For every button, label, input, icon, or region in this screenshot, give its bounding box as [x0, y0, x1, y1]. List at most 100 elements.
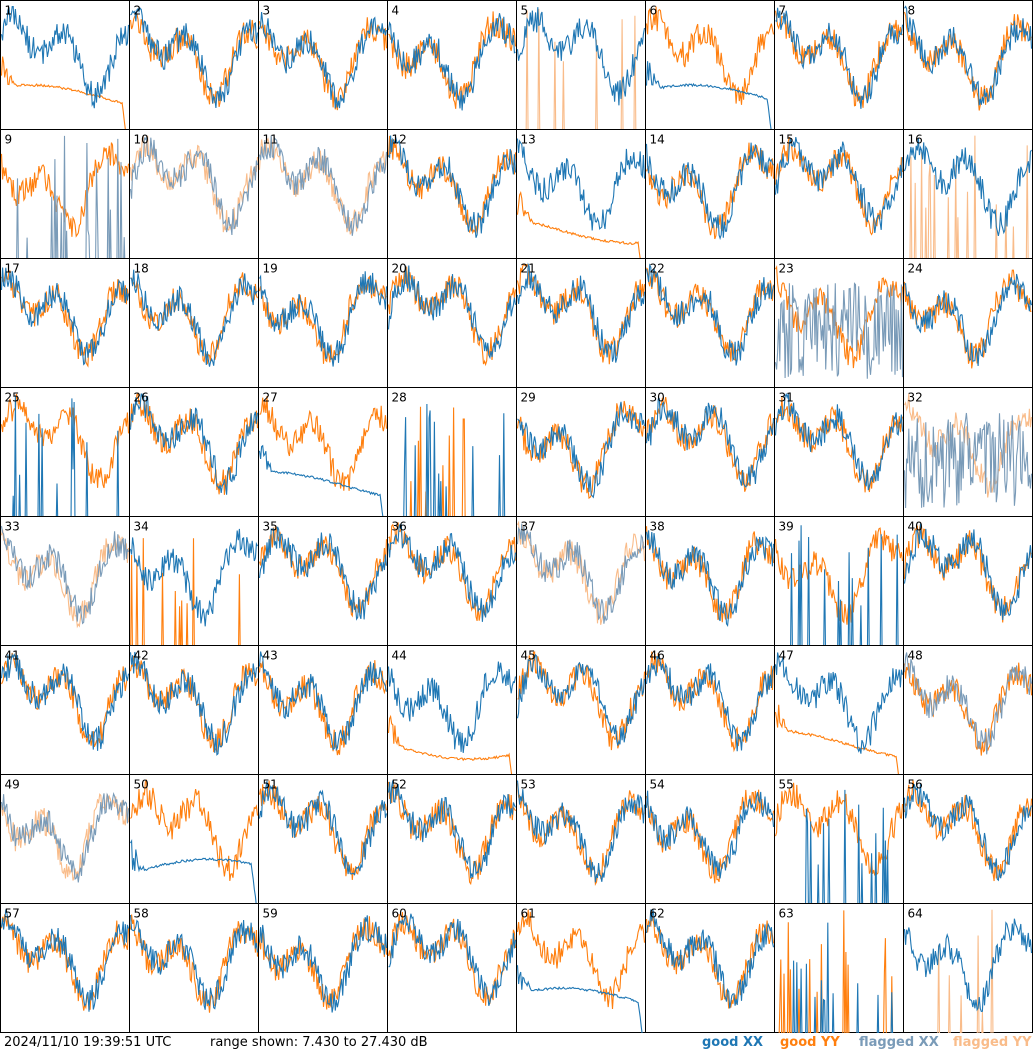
spectrum-panel-61: 61: [516, 903, 646, 1053]
xx-trace-21: [516, 262, 646, 363]
xx-trace-33: [0, 526, 130, 625]
spectrum-panel-46: 46: [645, 645, 775, 775]
panel-frame: [645, 0, 775, 130]
panel-frame: [903, 645, 1033, 775]
panel-frame: [0, 645, 130, 775]
xx-trace-59: [258, 915, 388, 1013]
spectrum-panel-51: 51: [258, 774, 388, 904]
spectrum-panel-2: 2: [129, 0, 259, 130]
legend-good-yy: good YY: [780, 1035, 840, 1050]
spectrum-panel-54: 54: [645, 774, 775, 904]
xx-trace-13: [516, 138, 646, 231]
spectrum-panel-41: 41: [0, 645, 130, 775]
timestamp: 2024/11/10 19:39:51 UTC: [4, 1035, 172, 1050]
spectrum-panel-6: 6: [645, 0, 775, 149]
xx-trace-14: [645, 142, 774, 240]
xx-trace-31: [774, 392, 904, 491]
panel-label-34: 34: [134, 520, 149, 534]
panel-label-22: 22: [650, 262, 665, 276]
panel-label-64: 64: [908, 907, 923, 921]
spectrum-panel-27: 27: [258, 387, 388, 540]
spectrum-panel-43: 43: [258, 645, 388, 775]
panel-label-39: 39: [779, 520, 794, 534]
yy-trace-13: [516, 190, 645, 282]
xx-trace-43: [258, 651, 388, 752]
panel-frame: [129, 774, 259, 904]
spectrum-panel-32: 32: [903, 387, 1033, 517]
xx-trace-37: [516, 523, 645, 624]
xx-trace-26: [129, 393, 259, 495]
panel-label-41: 41: [5, 649, 20, 663]
xx-trace-30: [645, 397, 775, 488]
xx-trace-17: [0, 267, 130, 366]
spectrum-panel-8: 8: [903, 0, 1033, 130]
xx-trace-10: [129, 136, 259, 236]
spectrum-panel-28: 28: [387, 387, 517, 540]
panel-label-60: 60: [392, 907, 407, 921]
panel-label-56: 56: [908, 778, 923, 792]
panel-label-30: 30: [650, 391, 665, 405]
panel-frame: [129, 387, 259, 517]
yy-trace-22: [646, 267, 775, 362]
xx-trace-61: [516, 965, 646, 1053]
spectrum-panel-53: 53: [516, 774, 646, 904]
yy-trace-37: [517, 520, 646, 625]
spectrum-panel-50: 50: [129, 774, 259, 914]
panel-label-53: 53: [521, 778, 536, 792]
yy-trace-36: [388, 522, 517, 622]
panel-label-25: 25: [5, 391, 20, 405]
panel-label-19: 19: [263, 262, 278, 276]
panel-label-5: 5: [521, 4, 529, 18]
spectrum-panel-3: 3: [258, 0, 388, 130]
spectrum-panel-63: 63: [774, 903, 904, 1053]
panel-label-50: 50: [134, 778, 149, 792]
panel-frame: [645, 258, 775, 388]
panel-frame: [387, 774, 517, 904]
yy-trace-6: [645, 6, 775, 105]
yy-trace-51: [258, 780, 388, 880]
spectrum-panel-62: 62: [645, 903, 775, 1033]
panel-frame: [387, 129, 517, 259]
panel-label-32: 32: [908, 391, 923, 405]
spectrum-panel-40: 40: [903, 516, 1033, 646]
legend-flagged-yy: flagged YY: [953, 1035, 1032, 1050]
spectrum-panel-59: 59: [258, 903, 388, 1033]
spectrum-panel-18: 18: [129, 258, 259, 388]
yy-trace-27: [259, 395, 388, 491]
panel-label-55: 55: [779, 778, 794, 792]
spectrum-panel-64: 64: [903, 903, 1033, 1053]
panel-label-42: 42: [134, 649, 149, 663]
xx-trace-35: [258, 526, 388, 621]
xx-trace-36: [387, 523, 517, 622]
spectrum-panel-34: 34: [129, 516, 259, 669]
xx-trace-1: [0, 5, 130, 109]
yy-trace-18: [130, 272, 259, 365]
spectrum-panel-26: 26: [129, 387, 259, 517]
panel-frame: [129, 129, 259, 259]
panel-frame: [129, 0, 259, 130]
spectrum-panel-1: 1: [0, 0, 130, 152]
panel-label-45: 45: [521, 649, 536, 663]
spectrum-panel-36: 36: [387, 516, 517, 646]
panel-label-24: 24: [908, 262, 923, 276]
yy-trace-55: [774, 782, 904, 876]
panel-label-4: 4: [392, 4, 400, 18]
panel-label-14: 14: [650, 133, 665, 147]
yy-trace-3: [258, 17, 388, 111]
panel-label-54: 54: [650, 778, 665, 792]
panel-label-47: 47: [779, 649, 794, 663]
xx-trace-57: [0, 909, 130, 1012]
panel-label-2: 2: [134, 4, 142, 18]
xx-trace-7: [775, 7, 904, 109]
panel-label-23: 23: [779, 262, 794, 276]
xx-trace-56: [903, 783, 1033, 882]
panel-label-21: 21: [521, 262, 536, 276]
spectrum-panel-37: 37: [516, 516, 646, 646]
panel-label-33: 33: [5, 520, 20, 534]
panel-label-31: 31: [779, 391, 794, 405]
yy-trace-25: [0, 393, 130, 489]
xx-trace-8: [904, 5, 1033, 106]
xx-trace-41: [0, 652, 130, 751]
xx-trace-5: [516, 7, 646, 106]
